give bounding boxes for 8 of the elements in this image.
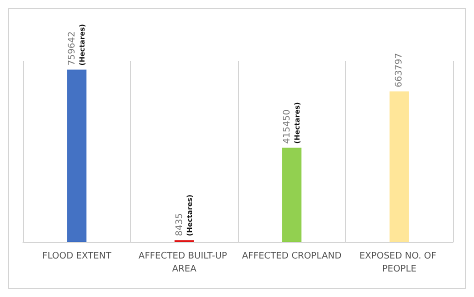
x-tick-label: AFFECTED BUILT-UP AREA — [138, 252, 230, 274]
bar — [390, 91, 409, 242]
x-tick-label: EXPOSED NO. OF PEOPLE — [359, 252, 440, 274]
x-tick-label: AFFECTED CROPLAND — [242, 252, 342, 262]
bar — [282, 148, 302, 242]
bar — [67, 70, 86, 242]
data-label: 663797 — [394, 53, 404, 88]
x-tick-label: FLOOD EXTENT — [42, 252, 112, 262]
